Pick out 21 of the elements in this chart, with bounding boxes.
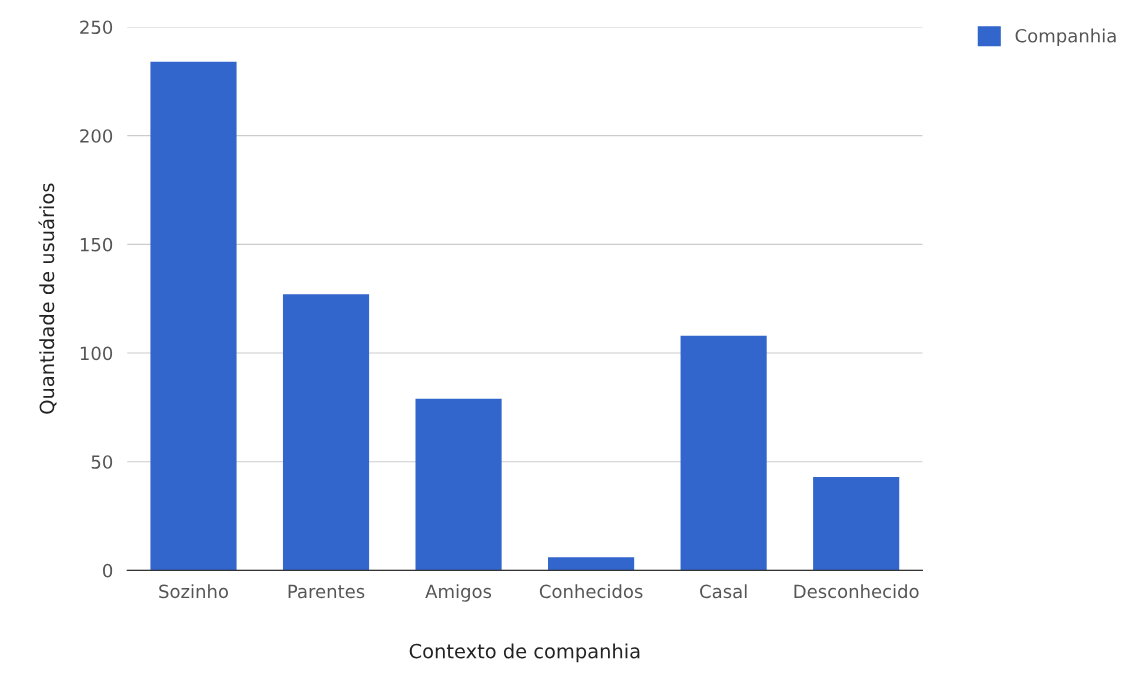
bar (548, 557, 635, 571)
y-tick-label: 100 (80, 346, 113, 361)
y-tick-label: 0 (103, 563, 113, 578)
x-tick-label: Parentes (288, 584, 365, 599)
bar (150, 61, 237, 571)
y-tick-label: 250 (80, 20, 113, 35)
x-tick-label: Desconhecido (794, 584, 919, 599)
x-tick-label: Casal (700, 584, 747, 599)
x-axis-title: Contexto de companhia (409, 643, 640, 663)
bar (415, 398, 502, 571)
x-tick-label: Sozinho (159, 584, 228, 599)
bar (680, 335, 767, 571)
y-axis-title: Quantidade de usuários (38, 183, 57, 414)
y-tick-label: 200 (80, 129, 113, 143)
bar (282, 294, 370, 571)
x-tick-label: Conhecidos (539, 584, 643, 599)
x-tick-label: Amigos (425, 584, 492, 602)
y-tick-label: 50 (91, 455, 113, 469)
legend-label: Companhia (1015, 28, 1116, 47)
bar (813, 476, 900, 571)
y-tick-label: 150 (80, 237, 113, 252)
